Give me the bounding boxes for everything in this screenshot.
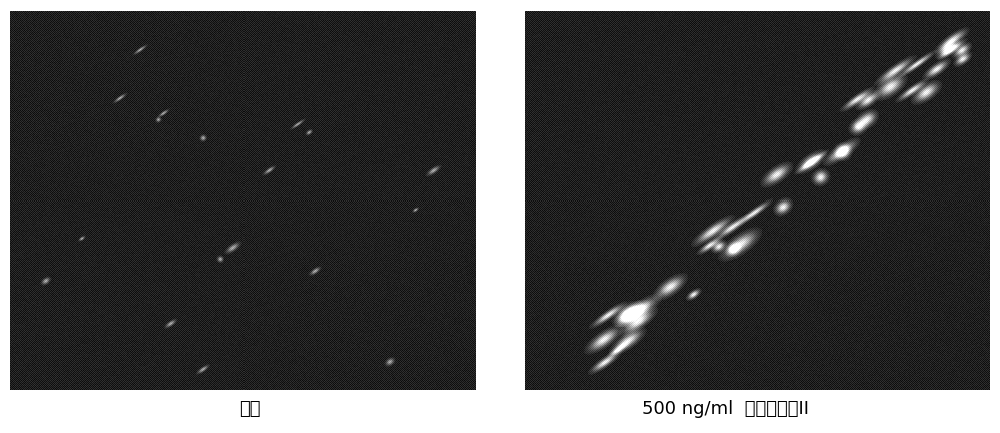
Text: 对照: 对照 <box>239 400 261 418</box>
Text: 500 ng/ml  血管紧张素II: 500 ng/ml 血管紧张素II <box>642 400 808 418</box>
